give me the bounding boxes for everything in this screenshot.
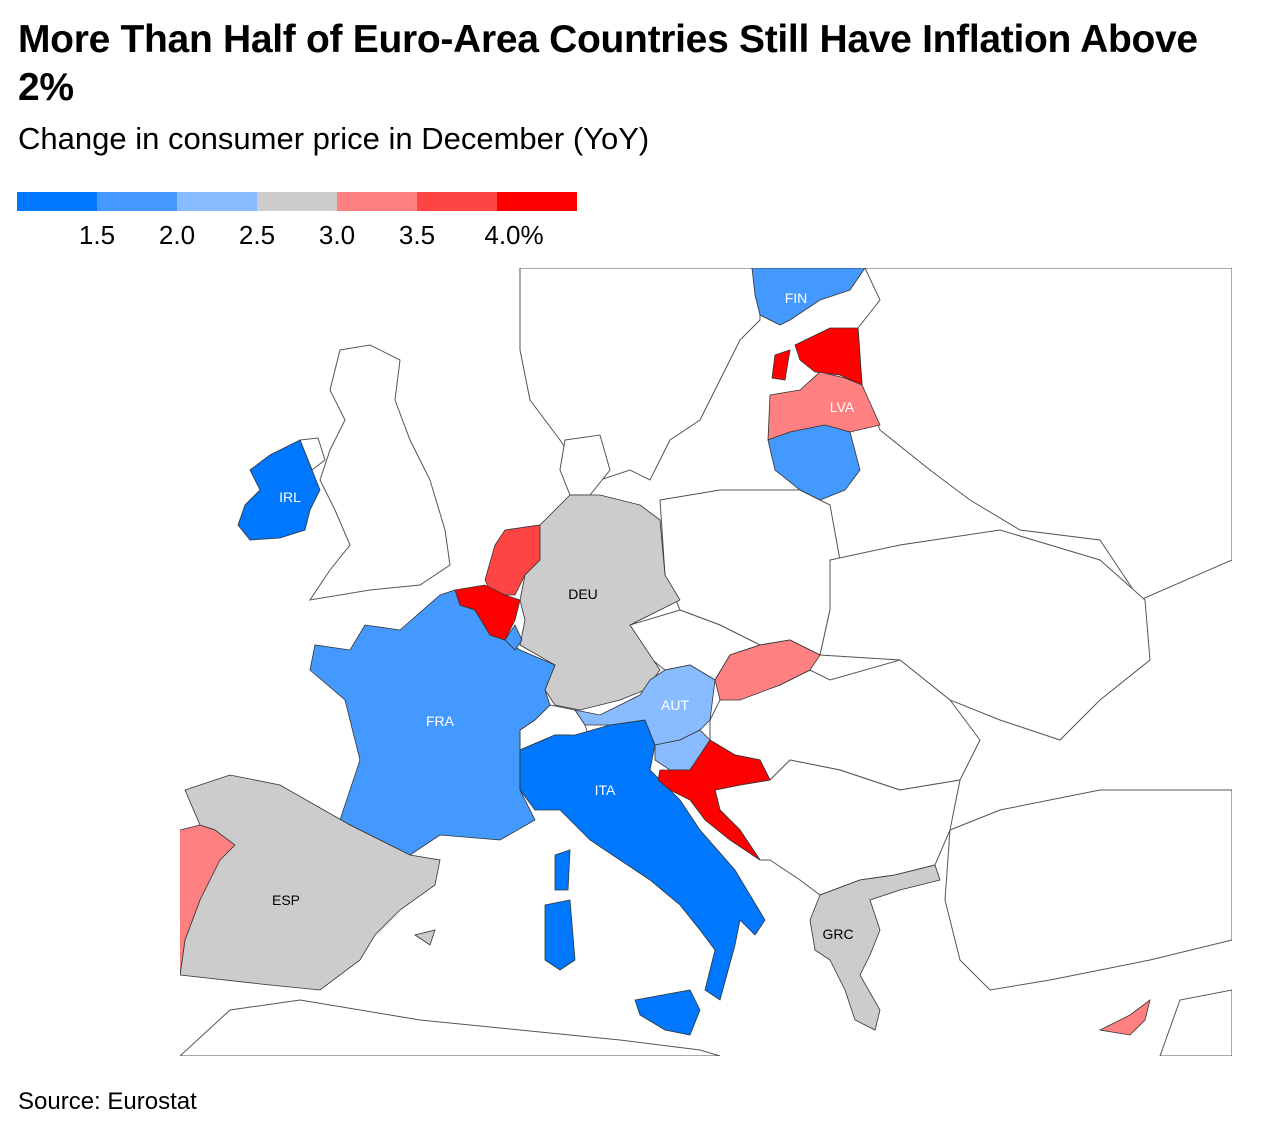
legend-tick: 2.5 xyxy=(238,220,276,250)
chart-title: More Than Half of Euro-Area Countries St… xyxy=(18,18,1198,109)
label-FRA: FRA xyxy=(426,713,455,729)
label-FIN: FIN xyxy=(785,290,808,306)
label-ESP: ESP xyxy=(272,892,300,908)
country-DEU xyxy=(519,494,681,711)
legend-swatch xyxy=(17,192,97,211)
legend-tick: 4.0% xyxy=(484,220,544,250)
chart-subtitle: Change in consumer price in December (Yo… xyxy=(18,121,650,156)
color-legend xyxy=(17,192,577,211)
country-BEL xyxy=(454,584,521,641)
label-ITA: ITA xyxy=(595,782,616,798)
turkey xyxy=(944,789,1232,991)
country-LTU xyxy=(767,424,861,501)
legend-swatch xyxy=(497,192,577,211)
label-DEU: DEU xyxy=(568,586,598,602)
country-SVK xyxy=(714,639,821,701)
label-IRL: IRL xyxy=(279,489,301,505)
middle-east xyxy=(1159,989,1232,1056)
iceland xyxy=(40,292,165,380)
legend-tick: 3.5 xyxy=(398,220,436,250)
legend-tick: 3.0 xyxy=(318,220,356,250)
country-HRV xyxy=(657,739,771,861)
country-EST xyxy=(771,327,863,386)
legend-tick: 1.5 xyxy=(78,220,116,250)
legend-swatch xyxy=(337,192,417,211)
norway-sweden xyxy=(519,268,761,481)
great-britain xyxy=(308,344,451,601)
country-AUT xyxy=(574,664,716,746)
source-note: Source: Eurostat xyxy=(18,1088,197,1115)
legend-tick: 2.0 xyxy=(158,220,196,250)
denmark xyxy=(559,434,611,496)
legend-swatch xyxy=(257,192,337,211)
country-LUX xyxy=(504,624,523,651)
country-CYP xyxy=(1098,999,1151,1036)
label-GRC: GRC xyxy=(822,926,853,942)
legend-swatch xyxy=(177,192,257,211)
country-GRC xyxy=(809,864,941,1031)
legend-swatch xyxy=(97,192,177,211)
label-LVA: LVA xyxy=(830,399,855,415)
country-FIN xyxy=(751,268,866,326)
country-IRL xyxy=(237,439,321,541)
legend-swatch xyxy=(417,192,497,211)
country-PRT xyxy=(180,824,236,976)
north-africa xyxy=(180,999,721,1056)
ukraine xyxy=(819,529,1151,741)
country-ITA xyxy=(519,719,766,1036)
label-AUT: AUT xyxy=(661,697,689,713)
